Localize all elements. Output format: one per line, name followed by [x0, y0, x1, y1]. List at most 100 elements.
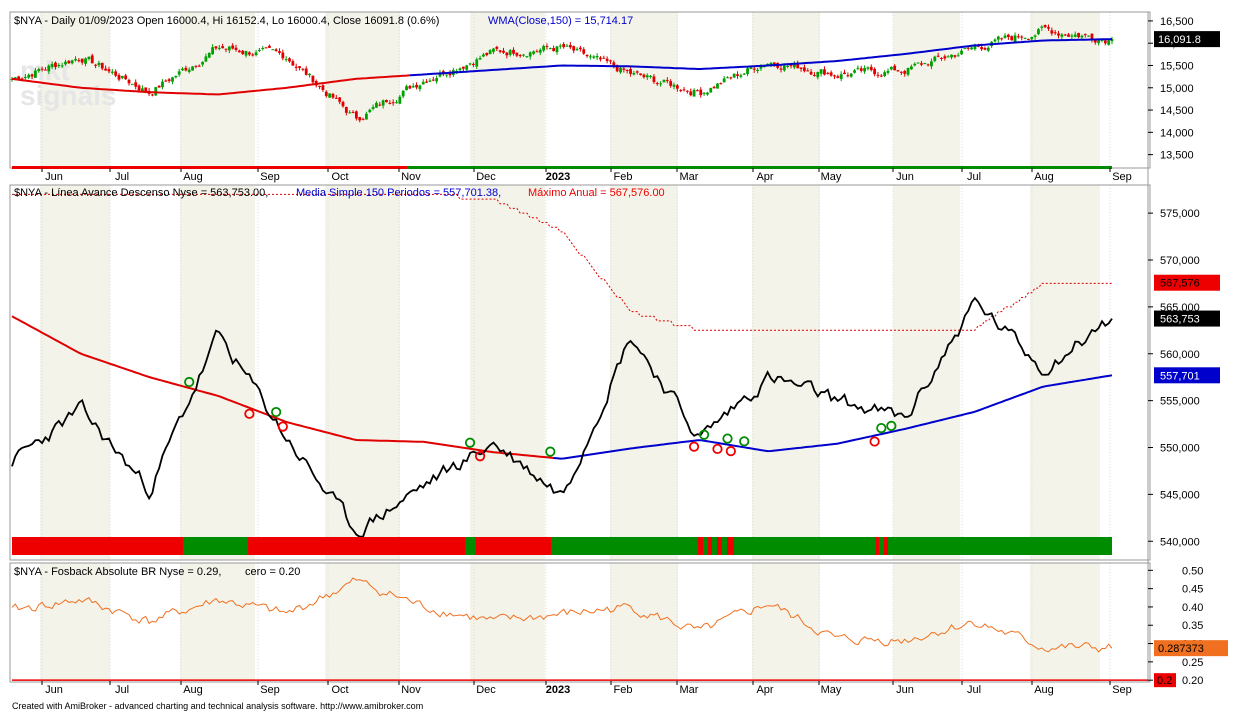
candle-body: [1093, 40, 1097, 43]
candle-body: [351, 112, 355, 114]
candle-body: [54, 62, 57, 68]
candle-body: [779, 68, 783, 70]
candle-body: [304, 68, 308, 75]
ad-last-label: 563,753: [1160, 314, 1200, 326]
candle-body: [120, 76, 124, 79]
candle-body: [227, 46, 231, 51]
candle-body: [398, 96, 402, 104]
x-tick-label: Dec: [476, 684, 496, 696]
candle-body: [301, 68, 305, 70]
candle-body: [104, 68, 108, 71]
candle-body: [786, 65, 790, 67]
cross-up-marker: [886, 420, 897, 431]
candle-body: [191, 66, 194, 71]
candle-body: [492, 48, 495, 52]
candle-body: [77, 60, 81, 62]
candle-body: [515, 52, 519, 56]
candle-body: [662, 79, 666, 83]
candle-body: [465, 65, 469, 70]
candle-body: [632, 73, 636, 75]
candle-body: [936, 55, 940, 57]
candle-body: [1060, 34, 1064, 37]
x-tick-label: Sep: [1112, 171, 1132, 183]
cross-up-marker: [698, 429, 710, 440]
candle-body: [97, 62, 101, 66]
x-tick-label: Oct: [331, 684, 348, 696]
candle-body: [117, 74, 121, 80]
cross-up-marker: [876, 422, 887, 434]
cross-up-marker: [271, 406, 282, 418]
candle-body: [772, 62, 776, 65]
month-band: [1030, 185, 1100, 560]
candle-body: [1016, 36, 1020, 38]
y-tick-label: 570,000: [1160, 255, 1200, 267]
candle-body: [869, 66, 873, 71]
y-tick-label: 550,000: [1160, 443, 1200, 455]
candle-body: [84, 58, 87, 64]
candle-body: [1000, 38, 1004, 40]
candle-body: [204, 56, 208, 62]
regime-bar-red: [884, 537, 888, 555]
candle-body: [1110, 39, 1114, 42]
candle-body: [1077, 33, 1080, 38]
candle-body: [846, 75, 850, 77]
regime-bar-red: [698, 537, 703, 555]
candle-body: [933, 56, 937, 61]
candle-body: [909, 66, 913, 70]
ma150-tag: [1154, 367, 1220, 384]
candle-body: [50, 63, 54, 68]
candle-body: [311, 75, 315, 83]
candle-body: [361, 118, 365, 120]
candle-body: [1010, 36, 1014, 41]
month-band: [1030, 563, 1100, 682]
candle-body: [739, 75, 743, 77]
candle-body: [368, 109, 372, 113]
candle-body: [47, 65, 51, 72]
candle-body: [134, 82, 138, 87]
candle-body: [157, 85, 161, 88]
candle-body: [889, 67, 893, 70]
month-band: [893, 563, 960, 682]
candle-body: [953, 55, 957, 57]
candle-body: [896, 70, 900, 72]
candle-body: [1070, 35, 1074, 37]
candle-body: [856, 67, 860, 69]
candle-body: [1103, 40, 1107, 44]
cross-up-marker: [184, 376, 195, 388]
candle-body: [167, 79, 171, 82]
candle-body: [30, 74, 34, 77]
candle-body: [1080, 35, 1084, 38]
last-price-tag: [1154, 31, 1220, 48]
month-band: [325, 12, 400, 168]
candle-body: [699, 89, 703, 96]
candle-body: [344, 106, 348, 113]
annual-max-label: 567,576: [1160, 278, 1200, 290]
y-tick-label: 545,000: [1160, 489, 1200, 501]
candle-body: [217, 47, 221, 49]
candle-body: [689, 91, 693, 96]
candle-body: [448, 73, 452, 76]
month-band: [1030, 12, 1100, 168]
month-band: [470, 185, 545, 560]
candle-body: [458, 68, 462, 71]
candle-body: [94, 64, 97, 66]
candle-body: [201, 61, 204, 65]
candle-body: [956, 55, 960, 57]
candle-body: [849, 73, 853, 77]
candle-body: [679, 90, 683, 92]
candle-body: [809, 71, 813, 75]
month-band: [893, 12, 960, 168]
candle-body: [144, 87, 148, 92]
candle-body: [321, 85, 325, 90]
candle-body: [789, 65, 793, 67]
candle-body: [395, 102, 398, 104]
candle-body: [324, 91, 328, 96]
candle-body: [669, 81, 673, 86]
candle-body: [418, 85, 422, 90]
panel2-title: $NYA - Línea Avance Descenso Nyse = 563,…: [14, 187, 268, 199]
candle-body: [756, 69, 759, 72]
candle-body: [60, 65, 64, 67]
candle-body: [752, 68, 756, 70]
candle-body: [485, 53, 489, 56]
